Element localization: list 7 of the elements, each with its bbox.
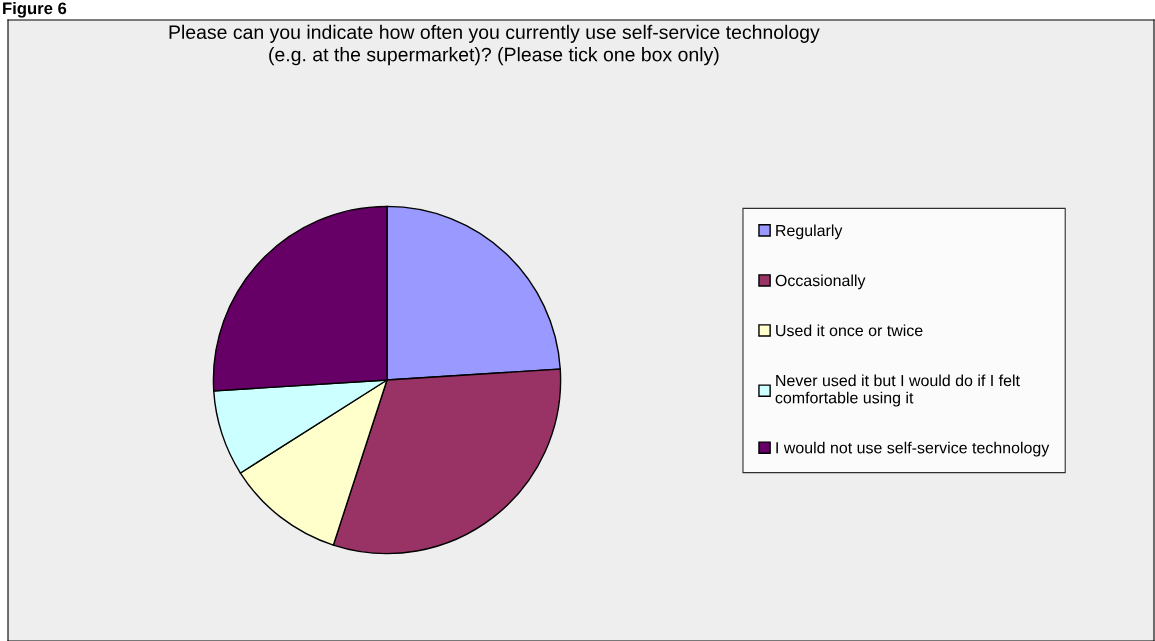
legend-label: Regularly: [776, 224, 843, 240]
legend-label: Used it once or twice: [776, 324, 923, 337]
chart-title: Please can you indicate how often you currently use self-service technology (e.g. at the supermarket)? (Please tick one box only): [169, 24, 820, 66]
legend-label: Occasionally: [775, 274, 866, 290]
legend-label: I would not use self-service technology: [776, 441, 1050, 457]
legend-label: Never used it but I would do if I felt comfortable using it: [775, 374, 1020, 407]
caption: Figure 6: [3, 2, 67, 18]
